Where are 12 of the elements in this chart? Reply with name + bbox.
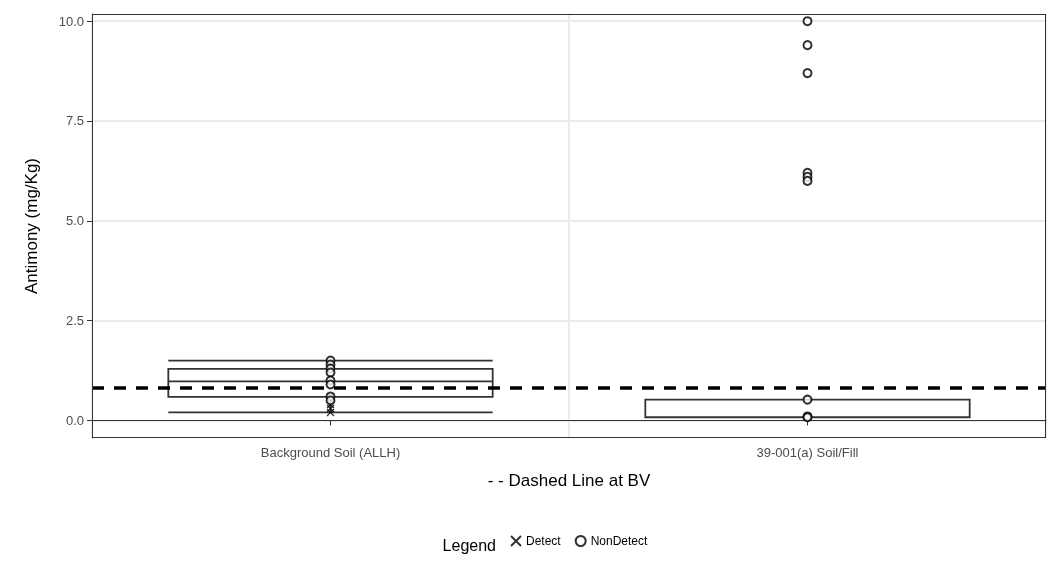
legend-label: NonDetect bbox=[590, 534, 649, 548]
y-axis-title: Antimony (mg/Kg) bbox=[22, 157, 41, 295]
y-tick-label: 5.0 bbox=[65, 213, 84, 229]
y-tick-label: 2.5 bbox=[65, 313, 84, 329]
x-tick-label: 39-001(a) Soil/Fill bbox=[756, 445, 859, 460]
x-tick-label: Background Soil (ALLH) bbox=[260, 445, 401, 460]
y-tick-label: 0.0 bbox=[65, 412, 84, 428]
legend-label: Detect bbox=[526, 534, 562, 548]
x-axis-title: - - Dashed Line at BV bbox=[487, 471, 651, 490]
y-tick-label: 7.5 bbox=[65, 113, 84, 129]
legend-title: Legend bbox=[442, 536, 496, 554]
y-tick-label: 10.0 bbox=[58, 13, 84, 29]
